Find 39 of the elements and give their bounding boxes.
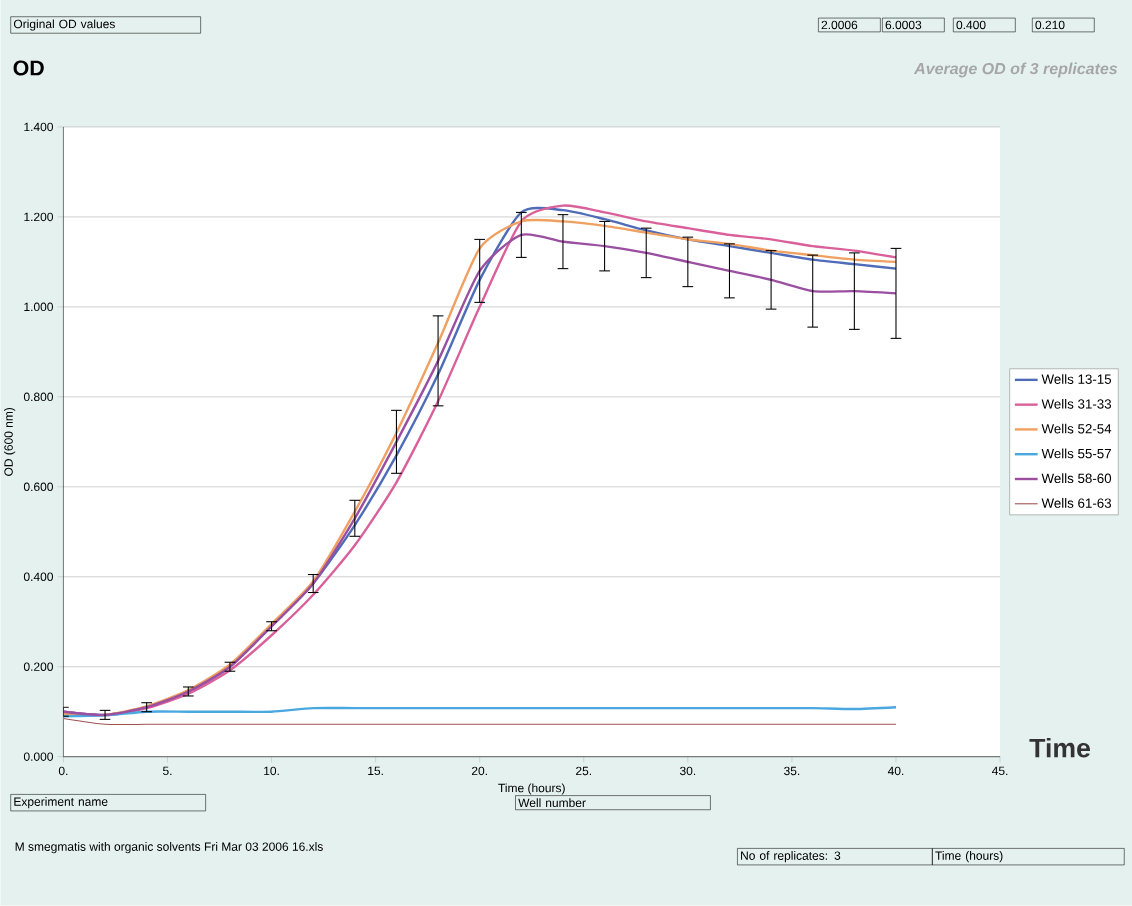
y-tick-label: 1.000 xyxy=(24,302,53,312)
y-tick-label: 0.600 xyxy=(23,482,53,492)
x-tick-label: 40. xyxy=(887,766,904,776)
legend-label: Wells 61-63 xyxy=(1041,498,1112,509)
x-tick-label: 10. xyxy=(264,766,279,776)
text: Experiment name xyxy=(14,797,108,809)
x-tick-label: 35. xyxy=(784,766,800,776)
y-axis-title: OD (600 nm) xyxy=(4,408,16,477)
y-tick-label: 1.400 xyxy=(24,122,53,132)
x-axis-title: Time (hours) xyxy=(498,783,565,795)
text: 0.210 xyxy=(1035,20,1065,30)
text: 2.0006 xyxy=(821,20,858,30)
y-tick-label: 0.800 xyxy=(23,392,53,402)
text: Time xyxy=(1029,738,1090,758)
chart-title: OD xyxy=(13,60,44,76)
text: Time (hours) xyxy=(935,851,1003,863)
y-tick-label: 1.200 xyxy=(24,212,53,222)
legend-label: Wells 55-57 xyxy=(1041,448,1111,459)
x-tick-label: 5. xyxy=(162,766,172,776)
y-tick-label: 0.000 xyxy=(23,752,53,762)
text: 6.0003 xyxy=(885,20,922,30)
x-tick-label: 20. xyxy=(471,766,487,776)
y-tick-label: 0.200 xyxy=(23,662,53,672)
text: 0.400 xyxy=(956,20,986,30)
legend-label: Wells 58-60 xyxy=(1041,473,1112,484)
legend-label: Wells 31-33 xyxy=(1041,399,1112,409)
y-tick-label: 0.400 xyxy=(23,572,53,582)
x-tick-label: 45. xyxy=(991,766,1008,776)
legend-label: Wells 52-54 xyxy=(1041,423,1112,434)
x-tick-label: 30. xyxy=(679,766,696,776)
text: Well number xyxy=(518,798,586,808)
x-tick-label: 0. xyxy=(58,766,68,776)
text: M smegmatis with organic solvents Fri Mar 03 2006 16.xls xyxy=(15,842,323,854)
chart-subtitle: Average OD of 3 replicates xyxy=(913,62,1118,78)
x-tick-label: 25. xyxy=(576,766,592,776)
text: No of replicates: 3 xyxy=(741,851,841,863)
text: Original OD values xyxy=(13,19,115,31)
legend-label: Wells 13-15 xyxy=(1041,374,1112,385)
x-tick-label: 15. xyxy=(368,766,383,776)
